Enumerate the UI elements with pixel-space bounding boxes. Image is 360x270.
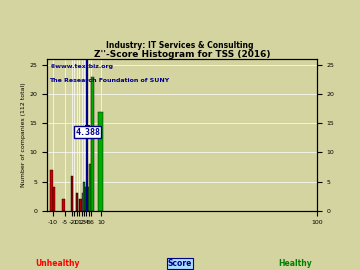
Bar [98, 112, 103, 211]
Bar [83, 181, 84, 211]
Text: Healthy: Healthy [278, 259, 312, 268]
Bar [77, 193, 78, 211]
Bar [85, 187, 86, 211]
Bar [53, 187, 55, 211]
Bar [76, 193, 77, 211]
Bar [87, 187, 89, 211]
Text: 4.388: 4.388 [75, 128, 100, 137]
Text: Score: Score [168, 259, 192, 268]
Bar [82, 193, 83, 211]
Text: ©www.textbiz.org: ©www.textbiz.org [50, 64, 113, 69]
Bar [80, 199, 82, 211]
Bar [84, 181, 85, 211]
Bar [79, 199, 80, 211]
Text: The Research Foundation of SUNY: The Research Foundation of SUNY [50, 77, 170, 83]
Bar [86, 187, 87, 211]
Title: Z''-Score Histogram for TSS (2016): Z''-Score Histogram for TSS (2016) [94, 50, 270, 59]
Bar [91, 77, 94, 211]
Bar [71, 176, 72, 211]
Text: Industry: IT Services & Consulting: Industry: IT Services & Consulting [106, 41, 254, 50]
Bar [62, 199, 65, 211]
Bar [50, 170, 53, 211]
Bar [72, 176, 73, 211]
Y-axis label: Number of companies (112 total): Number of companies (112 total) [22, 83, 26, 187]
Text: Unhealthy: Unhealthy [35, 259, 80, 268]
Bar [89, 164, 91, 211]
